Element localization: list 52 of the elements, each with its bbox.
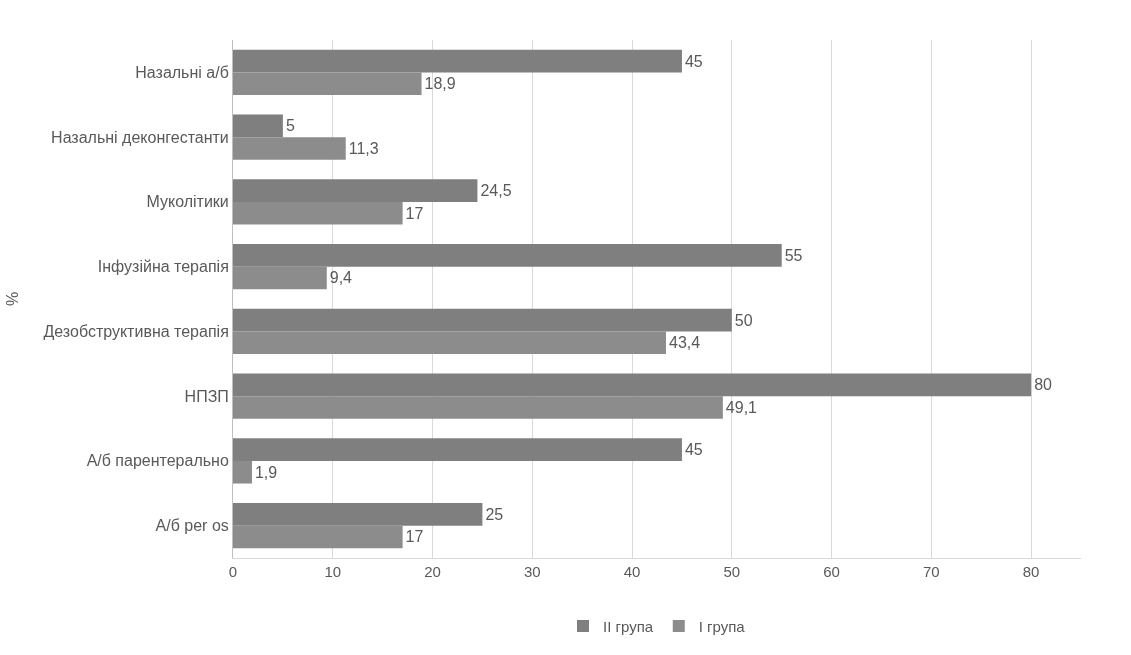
data-label: 25 <box>485 505 504 523</box>
bar <box>233 438 682 461</box>
bar <box>233 243 782 267</box>
y-tick-label: Назальні деконгестанти <box>51 128 229 146</box>
data-label: 50 <box>734 311 753 329</box>
bar <box>233 460 252 484</box>
x-tick-label: 0 <box>228 563 238 580</box>
x-tick-label: 10 <box>324 563 342 580</box>
data-label: 17 <box>405 528 424 546</box>
legend-label: II група <box>603 617 654 635</box>
bar <box>233 502 483 526</box>
x-tick-label: 80 <box>1022 563 1040 580</box>
bar <box>233 179 478 202</box>
bar <box>233 266 327 290</box>
x-tick-label: 40 <box>623 563 641 580</box>
bar <box>233 308 732 332</box>
x-tick-label: 50 <box>723 563 741 580</box>
y-tick-label: Назальні а/б <box>135 63 229 81</box>
data-label: 17 <box>405 204 424 222</box>
bar <box>233 201 403 225</box>
y-tick-label: НПЗП <box>184 387 229 405</box>
bar <box>233 396 723 419</box>
bar <box>233 72 422 96</box>
x-tick-label: 70 <box>923 563 940 580</box>
y-tick-label: Муколітики <box>146 193 229 211</box>
x-tick-label: 60 <box>823 563 840 580</box>
x-tick-label: 30 <box>523 563 541 580</box>
bar <box>233 331 666 355</box>
x-tick-label: 20 <box>424 563 441 580</box>
y-tick-label: А/б парентерально <box>86 452 229 470</box>
data-label: 5 <box>285 117 295 135</box>
data-label: 43,4 <box>668 334 701 352</box>
legend-label: I група <box>698 617 746 635</box>
data-label: 80 <box>1034 376 1053 394</box>
bar <box>233 525 403 549</box>
bar <box>233 137 346 160</box>
data-label: 45 <box>684 441 703 459</box>
bar <box>233 114 283 138</box>
y-tick-label: Інфузійна терапія <box>97 258 229 276</box>
data-label: 18,9 <box>424 75 456 93</box>
y-tick-label: А/б per os <box>155 517 229 535</box>
data-label: 49,1 <box>725 398 758 416</box>
data-label: 24,5 <box>480 182 512 200</box>
data-label: 55 <box>784 246 803 264</box>
bar <box>233 373 1032 397</box>
data-label: 9,4 <box>329 269 353 287</box>
bar <box>233 49 682 73</box>
data-label: 11,3 <box>348 139 379 157</box>
data-label: 45 <box>684 52 703 70</box>
y-tick-label: Дезобструктивна терапія <box>43 322 229 340</box>
y-axis-title: % <box>4 291 22 307</box>
data-label: 1,9 <box>254 463 278 481</box>
